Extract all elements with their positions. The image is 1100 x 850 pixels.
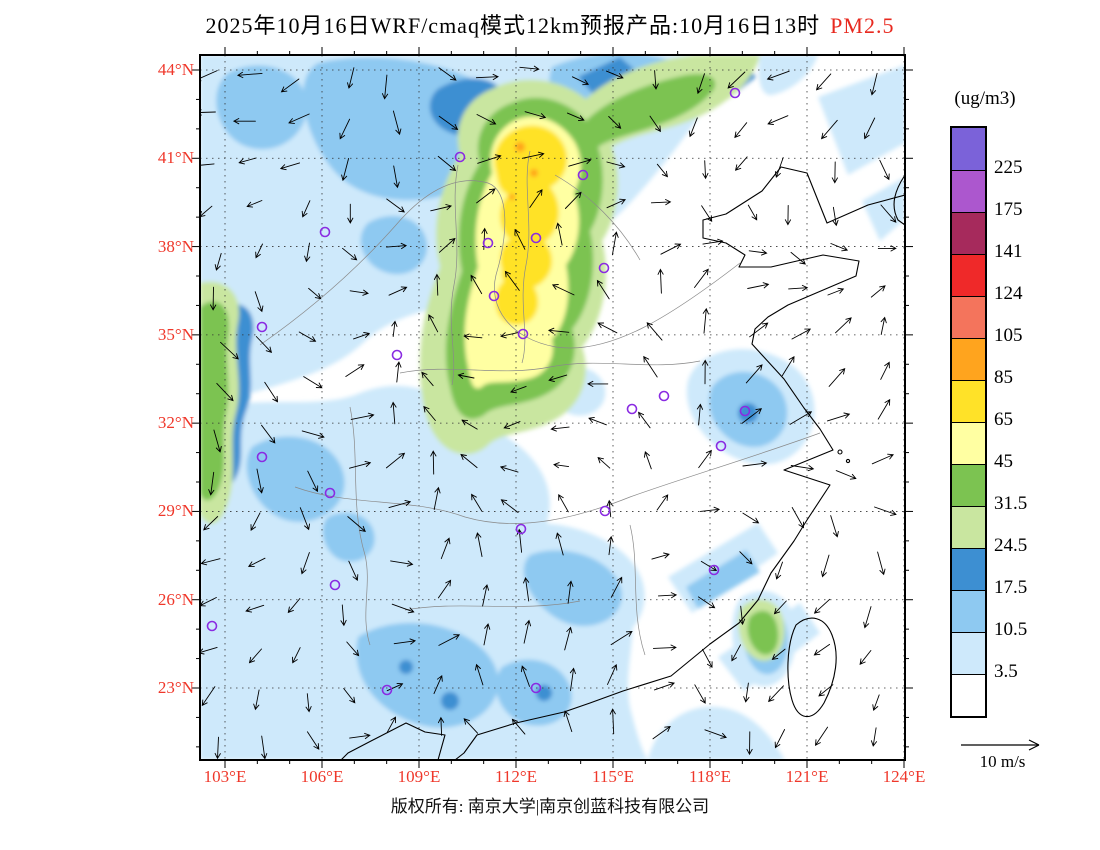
station-marker (598, 262, 610, 274)
lon-tick-label: 124°E (882, 767, 926, 786)
wind-reference-label: 10 m/s (979, 752, 1026, 771)
station-marker (256, 321, 268, 333)
colorbar-segment (952, 632, 985, 674)
colorbar-tick-label: 65 (994, 409, 1013, 430)
colorbar-tick-label: 141 (994, 241, 1023, 262)
lat-tick-label: 38°N (157, 236, 194, 256)
colorbar-unit-label: (ug/m3) (954, 88, 1016, 109)
station-marker (482, 237, 494, 249)
station-marker (515, 523, 527, 535)
colorbar-segment (952, 254, 985, 296)
colorbar-segment (952, 590, 985, 632)
colorbar-tick-label: 17.5 (994, 577, 1028, 598)
station-marker (381, 684, 393, 696)
station-marker (454, 151, 466, 163)
coastline-and-borders (259, 150, 905, 760)
colorbar-tick-label: 175 (994, 199, 1023, 220)
plot-frame (199, 54, 906, 761)
lat-tick-label: 35°N (157, 324, 194, 344)
station-marker (599, 505, 611, 517)
lat-tick-label: 44°N (157, 60, 194, 79)
colorbar-tick-label: 45 (994, 451, 1013, 472)
lon-tick-label: 109°E (397, 767, 441, 786)
station-marker (708, 564, 720, 576)
colorbar-tick-label: 225 (994, 157, 1023, 178)
wind-reference: 10 m/s (945, 736, 1060, 772)
chart-title: 2025年10月16日WRF/cmaq模式12km预报产品:10月16日13时 P… (0, 8, 1100, 40)
lat-tick-label: 32°N (157, 413, 194, 433)
station-marker (517, 328, 529, 340)
chart-title-main: 2025年10月16日WRF/cmaq模式12km预报产品:10月16日13时 (205, 13, 821, 38)
colorbar-segment (952, 296, 985, 338)
lat-tick-label: 41°N (157, 148, 194, 168)
lon-tick-label: 118°E (688, 767, 732, 786)
station-marker (324, 487, 336, 499)
station-marker (658, 390, 670, 402)
colorbar (950, 126, 987, 718)
lat-tick-label: 26°N (157, 589, 194, 609)
lon-tick-label: 112°E (494, 767, 538, 786)
station-marker (530, 232, 542, 244)
wind-vector-layer (200, 65, 897, 760)
station-marker (256, 451, 268, 463)
station-marker (626, 403, 638, 415)
station-marker (329, 579, 341, 591)
wind-reference-arrow-icon (960, 739, 1039, 751)
lon-tick-label: 103°E (203, 767, 247, 786)
colorbar-segment (952, 464, 985, 506)
colorbar-segment (952, 212, 985, 254)
colorbar-segment (952, 338, 985, 380)
colorbar-segment (952, 380, 985, 422)
colorbar-segment (952, 506, 985, 548)
station-marker (715, 440, 727, 452)
lat-tick-label: 23°N (157, 678, 194, 697)
lon-tick-label: 115°E (591, 767, 635, 786)
colorbar-tick-label: 85 (994, 367, 1013, 388)
station-marker (739, 405, 751, 417)
lat-tick-label: 29°N (157, 501, 194, 521)
colorbar-tick-label: 31.5 (994, 493, 1028, 514)
colorbar-segment (952, 170, 985, 212)
colorbar-tick-label: 124 (994, 283, 1023, 304)
station-markers (206, 87, 751, 696)
station-marker (319, 226, 331, 238)
chart-title-pollutant: PM2.5 (830, 13, 895, 38)
copyright-text: 版权所有: 南京大学|南京创蓝科技有限公司 (390, 797, 710, 816)
lon-tick-label: 106°E (300, 767, 344, 786)
colorbar-segment (952, 422, 985, 464)
station-marker (729, 87, 741, 99)
station-marker (577, 169, 589, 181)
colorbar-segment (952, 674, 985, 716)
colorbar-tick-label: 3.5 (994, 661, 1018, 682)
lon-tick-label: 121°E (785, 767, 829, 786)
station-marker (391, 349, 403, 361)
station-marker (488, 290, 500, 302)
pm25-contour-field (200, 55, 905, 760)
colorbar-tick-label: 10.5 (994, 619, 1028, 640)
map-canvas (192, 47, 913, 768)
colorbar-segment (952, 548, 985, 590)
station-marker (206, 620, 218, 632)
colorbar-tick-label: 105 (994, 325, 1023, 346)
colorbar-segment (952, 128, 985, 170)
station-marker (530, 682, 542, 694)
colorbar-tick-label: 24.5 (994, 535, 1028, 556)
